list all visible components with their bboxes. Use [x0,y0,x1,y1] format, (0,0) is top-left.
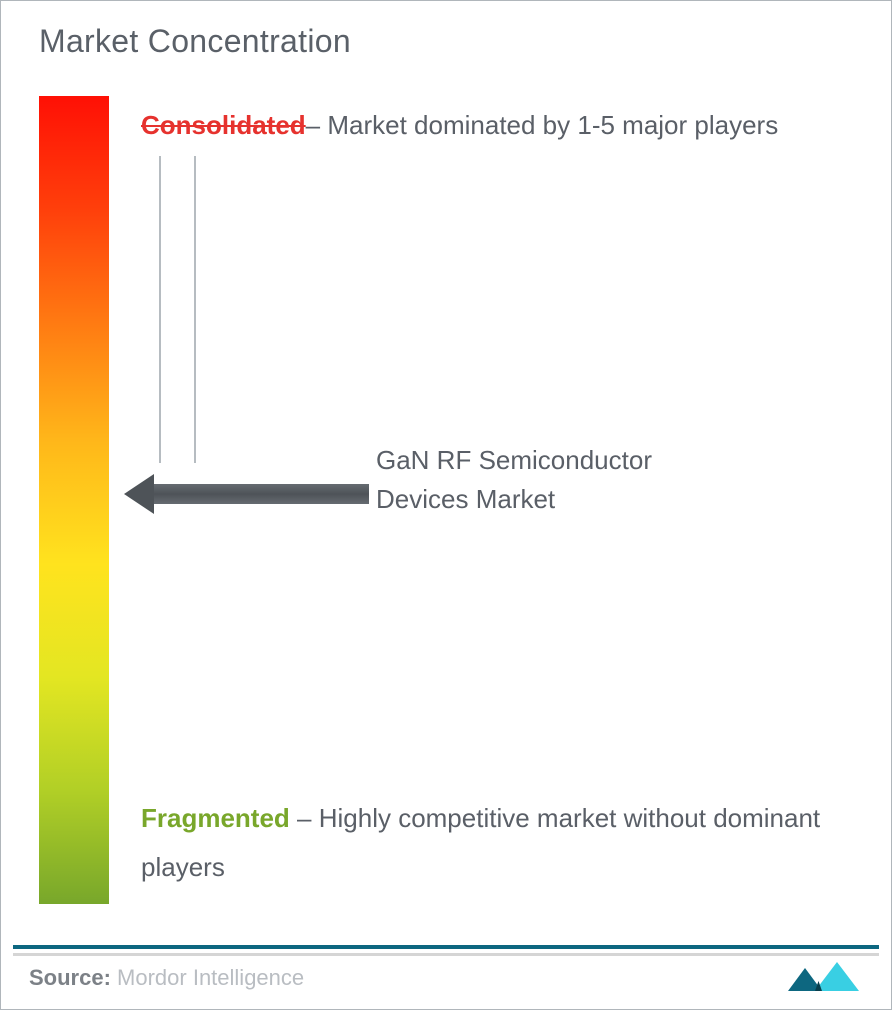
page-title: Market Concentration [39,23,351,60]
fragmented-label: Fragmented – Highly competitive market w… [141,794,841,893]
source-attribution: Source: Mordor Intelligence [29,965,304,991]
source-value: Mordor Intelligence [111,965,304,990]
arrow-shaft [149,484,369,504]
consolidated-keyword: Consolidated [141,110,306,140]
fragmented-keyword: Fragmented [141,803,290,833]
footer-divider-top [13,945,879,949]
concentration-gradient-bar [39,96,109,904]
guide-line-2 [194,156,196,463]
arrow-head-icon [124,474,154,514]
position-arrow [124,474,369,514]
market-label: GaN RF Semiconductor Devices Market [376,441,726,519]
consolidated-description: – Market dominated by 1-5 major players [306,110,779,140]
footer-divider-bottom [13,953,879,956]
brand-logo-icon [783,958,873,996]
infographic-container: Market Concentration Consolidated– Marke… [0,0,892,1010]
source-label: Source: [29,965,111,990]
guide-line-1 [159,156,161,463]
consolidated-label: Consolidated– Market dominated by 1-5 ma… [141,101,841,150]
